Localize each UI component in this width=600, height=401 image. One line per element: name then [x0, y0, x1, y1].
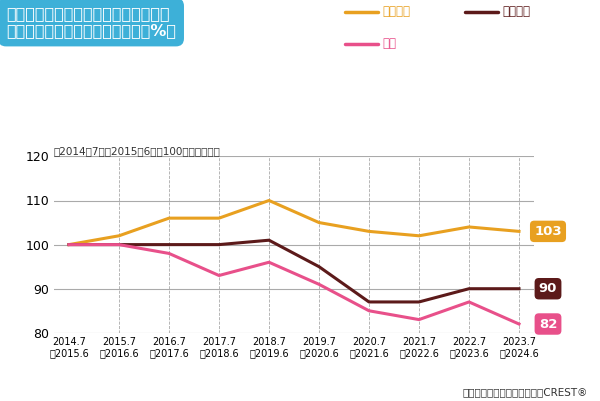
- Text: 茶系飲料: 茶系飲料: [382, 5, 410, 18]
- Text: 外食・中食全体における、茶系飲料、
紅茶、コーヒーの食機会数推移（%）: 外食・中食全体における、茶系飲料、 紅茶、コーヒーの食機会数推移（%）: [6, 6, 176, 38]
- Text: 紅茶: 紅茶: [382, 37, 396, 50]
- Text: （2014年7月〜2015年6月を100とした場合）: （2014年7月〜2015年6月を100とした場合）: [54, 146, 221, 156]
- Text: コーヒー: コーヒー: [502, 5, 530, 18]
- Text: 90: 90: [539, 282, 557, 295]
- Text: 出典：サカーナ・ジャパン　CREST®: 出典：サカーナ・ジャパン CREST®: [463, 387, 588, 397]
- Text: 103: 103: [534, 225, 562, 238]
- Text: 82: 82: [539, 318, 557, 330]
